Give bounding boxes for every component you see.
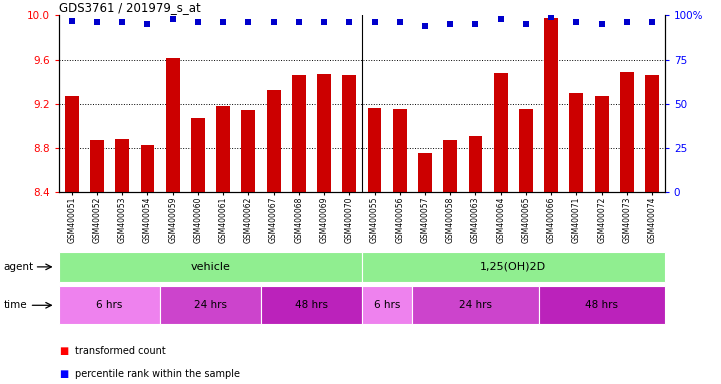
Point	[647, 19, 658, 25]
Bar	[393, 109, 407, 192]
Bar	[342, 75, 356, 384]
Point	[218, 19, 229, 25]
Bar	[65, 96, 79, 384]
Point	[117, 19, 128, 25]
Point	[369, 19, 381, 25]
Bar	[443, 140, 457, 192]
Text: agent: agent	[4, 262, 34, 272]
Text: 48 hrs: 48 hrs	[295, 300, 328, 310]
Bar	[191, 118, 205, 192]
Text: GDS3761 / 201979_s_at: GDS3761 / 201979_s_at	[59, 1, 201, 14]
Bar	[242, 110, 255, 192]
Bar	[544, 18, 558, 192]
Bar	[570, 93, 583, 384]
Point	[394, 19, 406, 25]
Bar	[242, 110, 255, 384]
Point	[521, 21, 532, 27]
Bar	[342, 75, 356, 192]
Bar	[469, 136, 482, 384]
Bar	[166, 58, 180, 384]
Point	[193, 19, 204, 25]
Point	[167, 16, 179, 22]
Bar	[216, 106, 230, 192]
Point	[268, 19, 280, 25]
Text: 24 hrs: 24 hrs	[459, 300, 492, 310]
Bar	[141, 144, 154, 192]
Text: ■: ■	[59, 369, 68, 379]
Bar	[267, 91, 280, 384]
Text: transformed count: transformed count	[75, 346, 166, 356]
Bar	[620, 72, 634, 384]
Text: 48 hrs: 48 hrs	[585, 300, 618, 310]
Bar	[115, 139, 129, 384]
Bar	[418, 153, 432, 384]
Bar	[115, 139, 129, 192]
Bar	[90, 140, 104, 192]
Bar	[494, 73, 508, 384]
Bar	[90, 140, 104, 384]
Point	[571, 19, 583, 25]
Bar	[595, 96, 609, 384]
Bar	[191, 118, 205, 384]
Bar	[645, 75, 659, 192]
Text: 6 hrs: 6 hrs	[97, 300, 123, 310]
Bar	[418, 153, 432, 192]
Bar	[317, 74, 331, 192]
Point	[420, 23, 431, 29]
Bar	[292, 75, 306, 384]
Bar	[469, 136, 482, 192]
Point	[319, 19, 330, 25]
Point	[546, 14, 557, 20]
Bar	[620, 72, 634, 192]
Point	[444, 21, 456, 27]
Text: percentile rank within the sample: percentile rank within the sample	[75, 369, 240, 379]
Bar	[393, 109, 407, 384]
Point	[596, 21, 608, 27]
Point	[293, 19, 305, 25]
Bar	[570, 93, 583, 192]
Bar	[141, 144, 154, 384]
Bar	[292, 75, 306, 192]
Point	[622, 19, 633, 25]
Text: 24 hrs: 24 hrs	[194, 300, 227, 310]
Text: ■: ■	[59, 346, 68, 356]
Bar	[368, 108, 381, 192]
Bar	[368, 108, 381, 384]
Point	[91, 19, 103, 25]
Bar	[166, 58, 180, 192]
Point	[344, 19, 355, 25]
Bar	[494, 73, 508, 192]
Bar	[519, 109, 533, 384]
Point	[141, 21, 154, 27]
Bar	[443, 140, 457, 384]
Text: vehicle: vehicle	[190, 262, 231, 272]
Text: 1,25(OH)2D: 1,25(OH)2D	[480, 262, 547, 272]
Point	[242, 19, 255, 25]
Point	[66, 18, 78, 24]
Bar	[317, 74, 331, 384]
Bar	[65, 96, 79, 192]
Point	[495, 16, 507, 22]
Point	[470, 21, 482, 27]
Bar	[645, 75, 659, 384]
Bar	[519, 109, 533, 192]
Text: 6 hrs: 6 hrs	[374, 300, 400, 310]
Bar	[544, 18, 558, 384]
Text: time: time	[4, 300, 27, 310]
Bar	[595, 96, 609, 192]
Bar	[216, 106, 230, 384]
Bar	[267, 91, 280, 192]
